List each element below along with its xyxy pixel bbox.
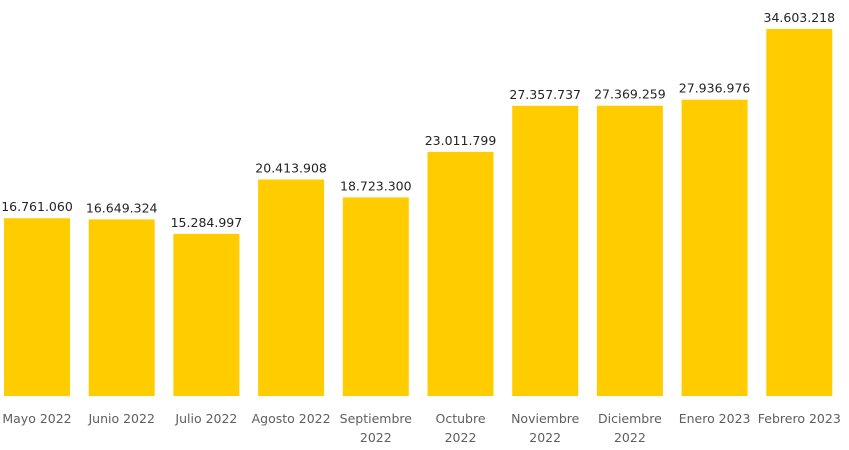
x-tick-label: Junio 2022 — [87, 411, 154, 426]
x-tick-label: Septiembre 2022 — [340, 411, 413, 445]
bar[interactable] — [427, 151, 494, 396]
data-label: 18.723.300 — [340, 178, 412, 193]
x-tick-label-line: Enero 2023 — [679, 411, 751, 426]
x-axis-tick-labels: Mayo 2022 Junio 2022 Julio 2022 Agosto 2022… — [2, 411, 840, 445]
x-tick-label: Diciembre 2022 — [598, 411, 662, 445]
x-tick-label-line: Mayo 2022 — [2, 411, 71, 426]
x-tick-label-line: Febrero 2023 — [758, 411, 841, 426]
x-tick-label-line: Noviembre — [511, 411, 580, 426]
data-label: 15.284.997 — [171, 215, 243, 230]
bar[interactable] — [342, 197, 409, 396]
x-tick-label: Octubre 2022 — [435, 411, 485, 445]
data-label: 27.936.976 — [679, 81, 751, 96]
x-tick-label: Noviembre 2022 — [511, 411, 580, 445]
bar[interactable] — [258, 179, 325, 397]
data-label: 23.011.799 — [425, 133, 497, 148]
data-labels-group: 16.761.060 16.649.324 15.284.997 20.413.908… — [1, 10, 835, 230]
data-label: 16.761.060 — [1, 199, 73, 214]
x-tick-label-line: Agosto 2022 — [252, 411, 331, 426]
bar[interactable] — [88, 219, 155, 396]
x-tick-label-line: Diciembre — [598, 411, 662, 426]
x-tick-label: Mayo 2022 — [2, 411, 71, 426]
x-tick-label-line: 2022 — [529, 430, 561, 445]
bar[interactable] — [512, 105, 579, 397]
bar[interactable] — [596, 105, 663, 396]
bar[interactable] — [4, 218, 70, 396]
x-tick-label: Agosto 2022 — [252, 411, 331, 426]
x-tick-label-line: 2022 — [445, 430, 477, 445]
x-tick-label: Enero 2023 — [679, 411, 751, 426]
x-tick-label-line: Septiembre — [340, 411, 413, 426]
bar[interactable] — [766, 29, 833, 396]
data-label: 34.603.218 — [764, 10, 836, 25]
x-tick-label-line: 2022 — [360, 430, 392, 445]
data-label: 27.357.737 — [509, 87, 581, 102]
x-tick-label-line: Junio 2022 — [87, 411, 154, 426]
x-tick-label: Febrero 2023 — [758, 411, 841, 426]
bars-group — [4, 29, 833, 397]
x-tick-label: Julio 2022 — [174, 411, 237, 426]
x-tick-label-line: Octubre — [435, 411, 485, 426]
bar[interactable] — [173, 233, 240, 396]
x-tick-label-line: Julio 2022 — [174, 411, 237, 426]
data-label: 20.413.908 — [255, 161, 327, 176]
bar[interactable] — [681, 99, 748, 396]
data-label: 16.649.324 — [86, 200, 158, 215]
x-tick-label-line: 2022 — [614, 430, 646, 445]
data-label: 27.369.259 — [594, 87, 666, 102]
